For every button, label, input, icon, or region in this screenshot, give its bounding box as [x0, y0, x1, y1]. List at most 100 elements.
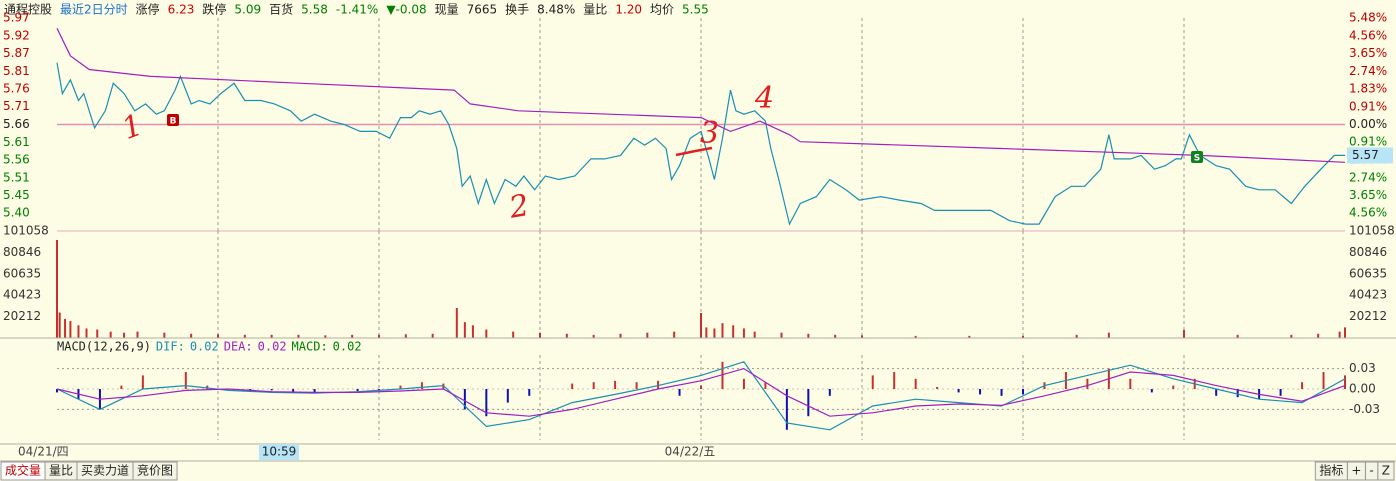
tab-label: 竞价图 [137, 464, 173, 478]
y2-tick-label: 3.65% [1349, 188, 1387, 202]
tab[interactable]: 买卖力道 [76, 461, 134, 481]
macd-bar [378, 389, 380, 391]
tool-button[interactable]: 指标 [1314, 461, 1348, 481]
macd-bar [700, 385, 702, 389]
header-item: 跌停 [202, 2, 226, 17]
tool-label: Z [1382, 464, 1390, 478]
volume-bar [163, 332, 166, 338]
macd-label: MACD: [292, 340, 328, 354]
macd-bar [1172, 385, 1175, 389]
volume-bar [512, 331, 515, 338]
volume-bar [1183, 329, 1185, 338]
macd-bar [56, 389, 58, 393]
y-tick-label: 5.45 [3, 188, 30, 202]
y-tick-label: 5.40 [3, 206, 30, 220]
tab-box [132, 461, 178, 481]
macd-bar [957, 389, 960, 393]
trade-marker [1191, 151, 1203, 163]
trade-marker-label: S [1194, 154, 1200, 164]
macd-bar [635, 382, 638, 389]
volume-bar [243, 334, 246, 338]
volume-bar [270, 334, 273, 338]
tool-label: + [1351, 464, 1361, 478]
volume-bar [217, 334, 219, 338]
macd-bar [1301, 382, 1304, 389]
macd-label: 0.02 [333, 340, 362, 354]
macd-bar [678, 389, 681, 396]
volume-bar [123, 332, 126, 338]
line [56, 367, 1346, 417]
handwritten-note: 4 [754, 81, 774, 116]
volume-bar [109, 331, 112, 338]
volume-bar [58, 312, 61, 338]
handwritten-note: 3 [700, 116, 719, 151]
header-item: 量比 [583, 3, 607, 17]
header-item: ▼-0.08 [386, 3, 426, 17]
volume-bar [1290, 334, 1293, 338]
tool-button[interactable]: + [1346, 461, 1366, 481]
macd-bar [1322, 372, 1325, 389]
volume-bar [297, 334, 300, 338]
header-item: 百货 [269, 2, 293, 17]
volume-bar [56, 239, 58, 338]
macd-bar [936, 386, 939, 389]
y-tick-label: 5.61 [3, 135, 30, 149]
volume-bar [780, 332, 783, 338]
macd-bar [1086, 378, 1089, 389]
y2-tick-label: 60635 [1349, 266, 1387, 280]
macd-bar [506, 389, 509, 403]
volume-bar [914, 335, 917, 338]
y-tick-label: 60635 [3, 266, 41, 280]
macd-bar [420, 382, 423, 389]
y-tick-label: 20212 [3, 309, 41, 323]
y2-tick-label: 2.74% [1349, 64, 1387, 78]
header-item: -1.41% [336, 3, 378, 17]
header-item: 通程控股 [4, 2, 52, 17]
macd-bar [871, 375, 874, 389]
line [56, 28, 1346, 163]
header-item: 8.48% [537, 3, 575, 17]
header-item: 换手 [505, 3, 529, 17]
macd-bar [206, 385, 209, 389]
y2-tick-label: 101058 [1349, 224, 1395, 238]
volume-bar [1344, 327, 1346, 338]
header-item: 1.20 [615, 3, 642, 17]
y2-tick-label: 2.74% [1349, 170, 1387, 184]
tab-label: 买卖力道 [81, 464, 129, 478]
tab[interactable]: 成交量 [0, 461, 46, 481]
header-item: 均价 [650, 3, 674, 17]
volume-bar [592, 334, 595, 338]
header-item: 5.09 [234, 3, 261, 17]
y-tick-label: 5.81 [3, 64, 30, 78]
macd-label: 0.02 [190, 340, 219, 354]
macd-bar [721, 361, 724, 389]
volume-bar [77, 325, 80, 338]
volume-bar [69, 321, 72, 338]
macd-bar [1344, 375, 1346, 389]
macd-bar [807, 389, 810, 417]
volume-bar [1338, 331, 1341, 338]
y2-tick-label: 5.48% [1349, 11, 1387, 25]
macd-bar [785, 389, 788, 430]
tool-box [1314, 461, 1348, 481]
volume-bar [324, 335, 327, 338]
y2-tick-label: 3.65% [1349, 46, 1387, 60]
tool-button[interactable]: - [1364, 461, 1379, 481]
y2-tick-label: 0.91% [1349, 99, 1387, 113]
tab[interactable]: 量比 [44, 461, 78, 481]
volume-bar [968, 335, 971, 338]
y-tick-label: 5.76 [3, 82, 30, 96]
macd-bar [828, 389, 831, 396]
header-item: 现量 [435, 3, 459, 17]
volume-bar [713, 328, 716, 338]
y-tick-label: 5.97 [3, 11, 30, 25]
tab[interactable]: 竞价图 [132, 461, 178, 481]
y2-tick-label: -0.03 [1349, 402, 1380, 416]
y-tick-label: 5.66 [3, 117, 30, 131]
macd-bar [1215, 389, 1218, 396]
volume-bar [85, 328, 88, 338]
tool-button[interactable]: Z [1377, 461, 1395, 481]
cursor-time: 10:59 [262, 445, 297, 459]
